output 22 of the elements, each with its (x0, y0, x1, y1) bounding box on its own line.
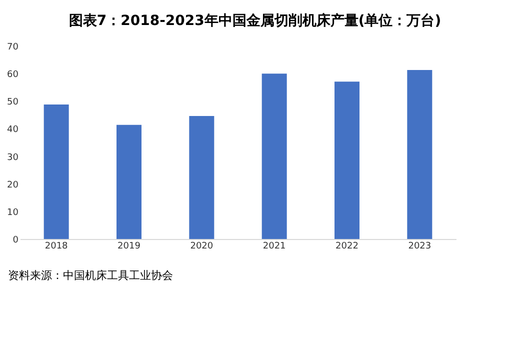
x-tick-label: 2018 (44, 242, 68, 252)
y-tick-label: 20 (7, 180, 19, 190)
chart-title: 图表7：2018-2023年中国金属切削机床产量(单位：万台) (68, 12, 442, 31)
x-tick-label: 2019 (118, 242, 141, 252)
bar (44, 104, 69, 239)
y-tick-label: 30 (7, 152, 19, 163)
bar (116, 124, 142, 239)
bar (334, 82, 360, 239)
x-tick-label: 2022 (336, 242, 358, 252)
bar (407, 70, 432, 239)
y-tick-label: 50 (7, 98, 19, 108)
y-tick-label: 10 (7, 208, 19, 218)
x-tick-label: 2021 (262, 242, 286, 252)
y-tick-label: 60 (7, 70, 19, 80)
x-tick-label: 2020 (190, 242, 214, 252)
bar (189, 116, 214, 239)
y-tick-label: 40 (7, 125, 19, 136)
bar (262, 74, 287, 239)
y-tick-label: 70 (7, 42, 19, 52)
y-tick-label: 0 (12, 236, 19, 246)
text: 资料来源：中国机床工具工业协会 (8, 268, 174, 283)
x-tick-label: 2023 (408, 242, 432, 252)
